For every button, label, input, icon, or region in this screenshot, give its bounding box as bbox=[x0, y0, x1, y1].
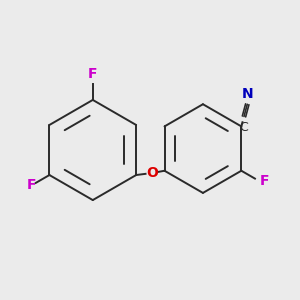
Text: F: F bbox=[27, 178, 36, 193]
Text: O: O bbox=[146, 166, 158, 180]
Text: F: F bbox=[260, 174, 269, 188]
Text: N: N bbox=[242, 87, 253, 101]
Text: F: F bbox=[88, 67, 98, 81]
Text: C: C bbox=[240, 121, 248, 134]
